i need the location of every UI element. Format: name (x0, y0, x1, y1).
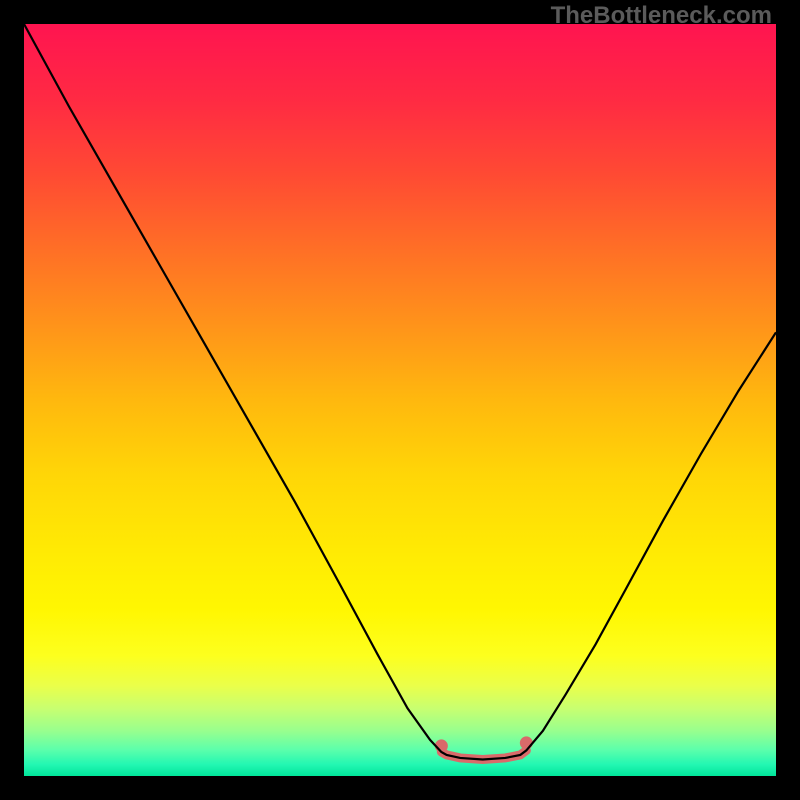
bottleneck-highlight (441, 750, 526, 759)
bottleneck-curve (24, 24, 776, 759)
watermark-text: TheBottleneck.com (551, 2, 772, 30)
highlight-endcap-right (520, 736, 533, 749)
curve-layer (24, 24, 776, 776)
chart-frame: TheBottleneck.com (0, 0, 800, 800)
plot-area (24, 24, 776, 776)
